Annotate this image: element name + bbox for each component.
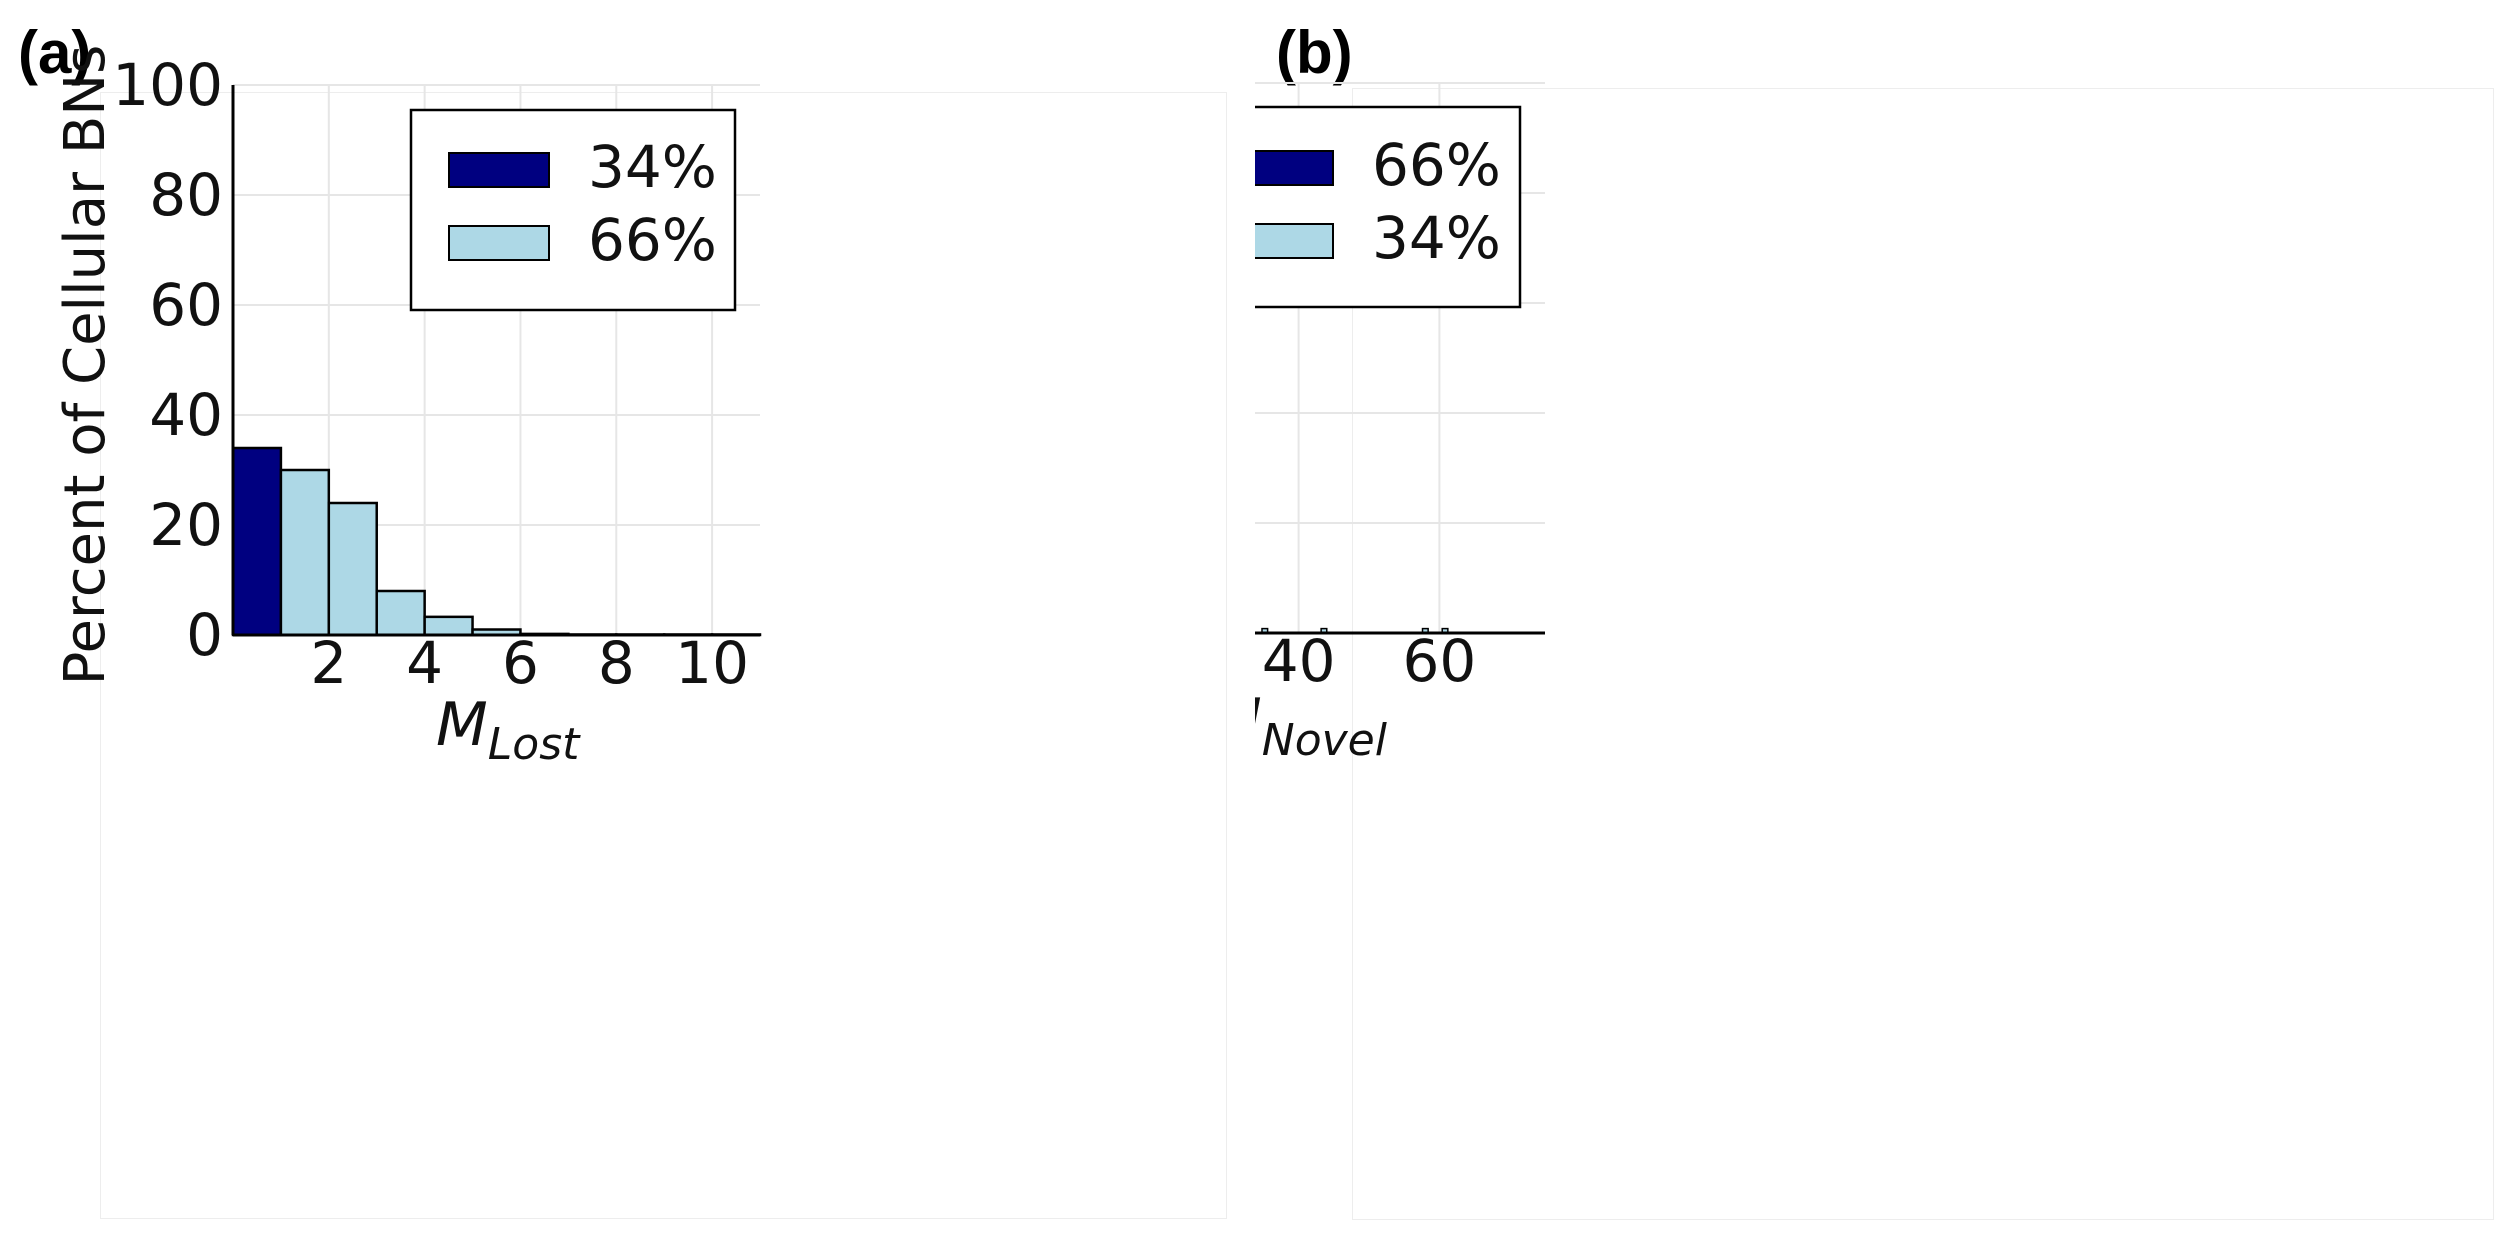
x-tick-label: 4 (406, 629, 443, 697)
panel-b-frame (1352, 88, 2494, 1220)
x-tick-label: 60 (1402, 627, 1476, 695)
x-axis-label-main: M (1255, 686, 1262, 756)
x-axis-label: MNovel (1255, 686, 1388, 766)
legend-label: 34% (1372, 204, 1501, 272)
legend-label: 66% (588, 206, 717, 274)
x-axis-label-subscript: Novel (1262, 715, 1388, 766)
x-tick-label: 10 (675, 629, 749, 697)
chart-a: 0 20 40 60 80 100 2 4 6 8 10 Percent of Cellular BN… (53, 45, 762, 770)
panel-a-label: (a) (18, 19, 92, 86)
y-axis-label: Percent of Cellular BNs (53, 45, 118, 686)
y-tick-label: 0 (186, 601, 223, 669)
histogram-bar (231, 446, 283, 637)
chart-b: 0204060801000204060Percent of Cellular B… (1255, 82, 1545, 766)
y-tick-label: 20 (149, 491, 223, 559)
y-tick-label: 60 (149, 271, 223, 339)
legend-box (1255, 105, 1522, 309)
legend-label: 34% (588, 133, 717, 201)
y-tick-label: 100 (112, 51, 223, 119)
chart-1-group: 0204060801000204060Percent of Cellular B… (1255, 82, 1545, 766)
legend-swatch (448, 225, 550, 261)
x-tick-label: 8 (598, 629, 635, 697)
legend-box (409, 108, 737, 312)
legend-label: 66% (1372, 131, 1501, 199)
x-tick-label: 40 (1262, 627, 1336, 695)
legend-swatch (1255, 150, 1334, 186)
panel-b-label: (b) (1276, 19, 1353, 86)
y-tick-label: 80 (149, 161, 223, 229)
x-axis-label-main: M (436, 690, 488, 760)
x-axis-label-subscript: Lost (488, 719, 581, 770)
legend-swatch (448, 152, 550, 188)
histogram-bar (279, 468, 331, 637)
histogram-bar (327, 501, 378, 637)
x-tick-label: 2 (310, 629, 347, 697)
x-tick-label: 6 (502, 629, 539, 697)
legend-swatch (1255, 223, 1334, 259)
y-tick-label: 40 (149, 381, 223, 449)
chart-0-group: 0 20 40 60 80 100 2 4 6 8 10 Percent of Cellular BN… (53, 45, 762, 770)
x-axis-label: MLost (436, 690, 581, 770)
